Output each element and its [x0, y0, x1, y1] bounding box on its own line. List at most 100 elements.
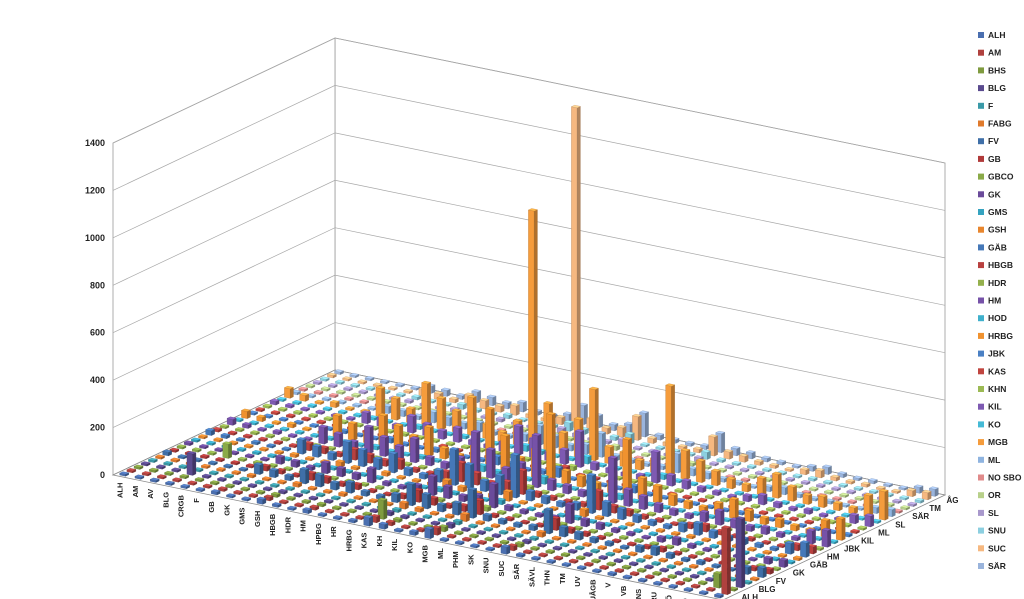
bar: [294, 502, 305, 508]
bar: [436, 502, 447, 513]
bar: [363, 424, 374, 454]
bar: [263, 413, 274, 419]
bar: [410, 385, 421, 391]
bar: [243, 443, 254, 449]
bar: [701, 537, 712, 543]
bar: [789, 523, 800, 532]
bar: [347, 508, 358, 514]
x-category-label: SUC: [497, 560, 506, 576]
bar: [626, 541, 637, 547]
bar: [709, 543, 720, 549]
bar: [616, 425, 627, 438]
x-category-label: TM: [558, 573, 567, 584]
bar: [618, 534, 629, 540]
bar: [305, 383, 316, 389]
bar: [817, 494, 828, 508]
bar: [785, 476, 796, 482]
bar: [761, 455, 772, 463]
bar: [269, 398, 280, 406]
bar: [273, 439, 284, 445]
bar: [711, 489, 722, 496]
bar: [404, 398, 415, 404]
bar: [363, 515, 374, 527]
bar: [671, 535, 682, 546]
bar: [758, 510, 769, 516]
bar: [530, 555, 541, 561]
bar: [799, 540, 810, 558]
bar: [239, 476, 250, 482]
bar: [679, 547, 690, 553]
bar: [315, 492, 326, 498]
bar: [497, 517, 508, 525]
bar: [636, 567, 647, 573]
bar: [195, 487, 206, 493]
bar: [213, 437, 224, 443]
bar: [637, 475, 648, 501]
bar: [399, 500, 409, 510]
bar: [728, 496, 739, 519]
bar: [313, 389, 324, 395]
bar: [505, 526, 516, 532]
bar: [810, 506, 821, 512]
bar: [644, 574, 655, 580]
bar: [673, 560, 684, 566]
bar: [169, 447, 180, 453]
bar: [357, 447, 368, 468]
legend-entry: HRBG: [988, 331, 1013, 341]
bar: [240, 486, 251, 492]
bar: [576, 473, 587, 488]
bar: [210, 489, 221, 496]
bar: [509, 403, 520, 416]
bar: [408, 529, 419, 536]
bar: [665, 383, 676, 477]
legend-entry: GBCO: [988, 172, 1014, 182]
bar: [479, 478, 490, 493]
bar: [257, 426, 268, 432]
legend-entry: HOD: [988, 313, 1007, 323]
bar: [279, 426, 290, 432]
bar: [698, 590, 709, 596]
bar: [361, 501, 372, 507]
bar: [417, 464, 428, 470]
bar: [286, 421, 297, 429]
depth-category-label: SÄR: [912, 512, 929, 521]
bar: [503, 424, 514, 430]
bar: [409, 436, 420, 464]
bar: [215, 457, 226, 463]
bar: [225, 483, 236, 489]
bar: [503, 489, 513, 502]
bar: [283, 466, 294, 472]
bar: [261, 476, 272, 482]
bar: [665, 551, 676, 560]
bar: [641, 534, 652, 540]
bar: [677, 444, 688, 451]
bar: [845, 479, 856, 485]
bar: [424, 454, 435, 467]
bar: [545, 411, 556, 482]
bar: [301, 499, 312, 505]
bar: [256, 496, 267, 505]
bar: [270, 410, 281, 416]
bar: [546, 477, 557, 492]
depth-category-label: KIL: [861, 536, 874, 545]
legend-entry: FABG: [988, 119, 1012, 129]
bar: [326, 372, 337, 379]
bar: [436, 395, 447, 430]
bar: [198, 434, 208, 440]
bar: [647, 518, 658, 527]
bar: [366, 466, 377, 484]
gridline: [112, 132, 946, 259]
bar: [286, 505, 297, 511]
bar: [172, 477, 183, 483]
bar: [451, 500, 462, 516]
bar: [655, 445, 666, 451]
bar: [914, 498, 925, 504]
bar: [864, 513, 875, 528]
bar: [220, 432, 231, 439]
y-tick-label: 400: [90, 375, 105, 385]
bar: [614, 568, 625, 574]
bar: [217, 486, 228, 492]
x-category-label: SK: [466, 554, 475, 565]
bar: [361, 410, 372, 425]
bar: [285, 413, 296, 419]
